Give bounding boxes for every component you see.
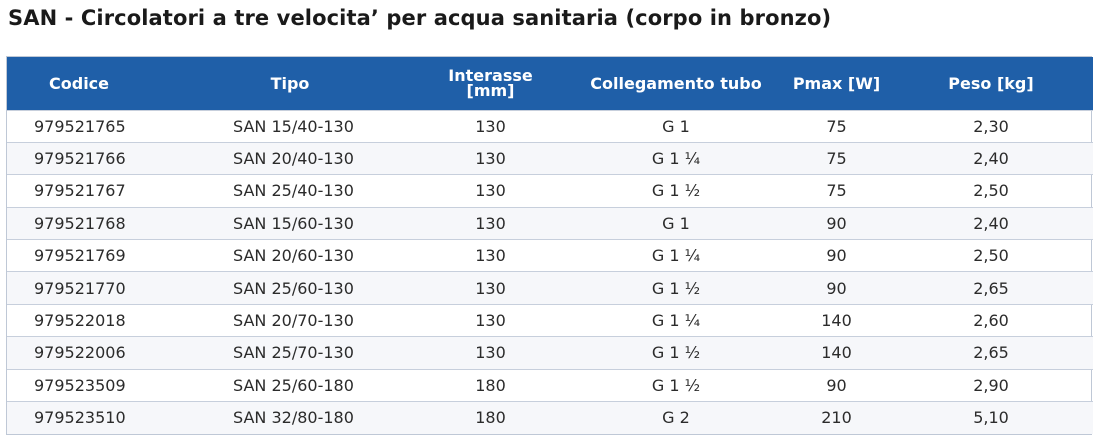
cell-pmax: 75 (784, 109, 889, 143)
column-header-collegamento: Collegamento tubo (590, 73, 762, 93)
cell-pmax: 140 (784, 303, 889, 337)
cell-pmax: 90 (784, 239, 889, 272)
cell-peso: 2,30 (889, 109, 1093, 143)
table-row: 979523510 SAN 32/80-180 180 G 2 210 5,10 (7, 401, 1093, 434)
cell-pmax: 90 (784, 271, 889, 305)
table-row: 979521766 SAN 20/40-130 130 G 1 ¼ 75 2,40 (7, 141, 1093, 175)
cell-collegamento: G 1 ¼ (568, 239, 784, 272)
cell-peso: 2,65 (889, 271, 1093, 305)
cell-codice: 979522006 (7, 336, 167, 370)
table-row: 979521765 SAN 15/40-130 130 G 1 75 2,30 (7, 109, 1093, 143)
cell-interasse: 130 (413, 336, 568, 370)
table-header-row: Codice Tipo Interasse [mm] Collegamento t… (7, 57, 1093, 110)
table-row: 979521767 SAN 25/40-130 130 G 1 ½ 75 2,50 (7, 174, 1093, 208)
cell-tipo: SAN 15/60-130 (167, 206, 413, 240)
table-body: 979521765 SAN 15/40-130 130 G 1 75 2,30 979521… (7, 109, 1093, 434)
cell-interasse: 130 (413, 303, 568, 337)
cell-collegamento: G 2 (568, 401, 784, 434)
cell-peso: 2,65 (889, 336, 1093, 370)
cell-tipo: SAN 32/80-180 (167, 401, 413, 434)
cell-codice: 979521768 (7, 206, 167, 240)
table-row: 979522018 SAN 20/70-130 130 G 1 ¼ 140 2,60 (7, 303, 1093, 337)
product-table: Codice Tipo Interasse [mm] Collegamento t… (7, 57, 1093, 434)
cell-pmax: 75 (784, 141, 889, 175)
page-title: SAN - Circolatori a tre velocita’ per ac… (8, 6, 832, 30)
cell-collegamento: G 1 ½ (568, 336, 784, 370)
cell-pmax: 90 (784, 206, 889, 240)
cell-codice: 979523509 (7, 368, 167, 402)
cell-tipo: SAN 20/70-130 (167, 303, 413, 337)
cell-interasse: 130 (413, 206, 568, 240)
column-header-interasse-line1: Interasse (448, 66, 533, 86)
cell-interasse: 130 (413, 239, 568, 272)
cell-codice: 979521766 (7, 141, 167, 175)
cell-peso: 2,60 (889, 303, 1093, 337)
table-row: 979523509 SAN 25/60-180 180 G 1 ½ 90 2,90 (7, 368, 1093, 402)
cell-collegamento: G 1 ½ (568, 271, 784, 305)
cell-collegamento: G 1 (568, 206, 784, 240)
cell-interasse: 130 (413, 109, 568, 143)
cell-peso: 5,10 (889, 401, 1093, 434)
cell-tipo: SAN 25/70-130 (167, 336, 413, 370)
cell-tipo: SAN 25/40-130 (167, 174, 413, 208)
column-header-tipo: Tipo (270, 73, 310, 93)
product-table-container: Codice Tipo Interasse [mm] Collegamento t… (6, 56, 1093, 435)
column-header-interasse: Interasse [mm] (413, 57, 568, 110)
cell-peso: 2,50 (889, 239, 1093, 272)
table-row: 979521770 SAN 25/60-130 130 G 1 ½ 90 2,65 (7, 271, 1093, 305)
cell-codice: 979521770 (7, 271, 167, 305)
cell-codice: 979521767 (7, 174, 167, 208)
cell-interasse: 180 (413, 368, 568, 402)
cell-collegamento: G 1 (568, 109, 784, 143)
cell-peso: 2,40 (889, 141, 1093, 175)
cell-codice: 979521765 (7, 109, 167, 143)
column-header-interasse-line2: [mm] (466, 81, 515, 101)
cell-codice: 979521769 (7, 239, 167, 272)
cell-tipo: SAN 25/60-180 (167, 368, 413, 402)
column-header-pmax: Pmax [W] (792, 73, 881, 93)
cell-codice: 979522018 (7, 303, 167, 337)
cell-tipo: SAN 20/60-130 (167, 239, 413, 272)
cell-tipo: SAN 20/40-130 (167, 141, 413, 175)
cell-interasse: 180 (413, 401, 568, 434)
cell-tipo: SAN 25/60-130 (167, 271, 413, 305)
cell-interasse: 130 (413, 174, 568, 208)
cell-collegamento: G 1 ½ (568, 174, 784, 208)
cell-collegamento: G 1 ½ (568, 368, 784, 402)
cell-peso: 2,40 (889, 206, 1093, 240)
column-header-peso: Peso [kg] (948, 73, 1034, 93)
cell-tipo: SAN 15/40-130 (167, 109, 413, 143)
cell-collegamento: G 1 ¼ (568, 303, 784, 337)
cell-pmax: 140 (784, 336, 889, 370)
cell-interasse: 130 (413, 141, 568, 175)
cell-codice: 979523510 (7, 401, 167, 434)
cell-pmax: 90 (784, 368, 889, 402)
table-row: 979521769 SAN 20/60-130 130 G 1 ¼ 90 2,50 (7, 239, 1093, 272)
cell-peso: 2,90 (889, 368, 1093, 402)
table-row: 979522006 SAN 25/70-130 130 G 1 ½ 140 2,65 (7, 336, 1093, 370)
column-header-codice: Codice (49, 73, 110, 93)
cell-peso: 2,50 (889, 174, 1093, 208)
cell-pmax: 210 (784, 401, 889, 434)
table-row: 979521768 SAN 15/60-130 130 G 1 90 2,40 (7, 206, 1093, 240)
cell-pmax: 75 (784, 174, 889, 208)
cell-collegamento: G 1 ¼ (568, 141, 784, 175)
cell-interasse: 130 (413, 271, 568, 305)
table-header: Codice Tipo Interasse [mm] Collegamento t… (7, 57, 1093, 110)
